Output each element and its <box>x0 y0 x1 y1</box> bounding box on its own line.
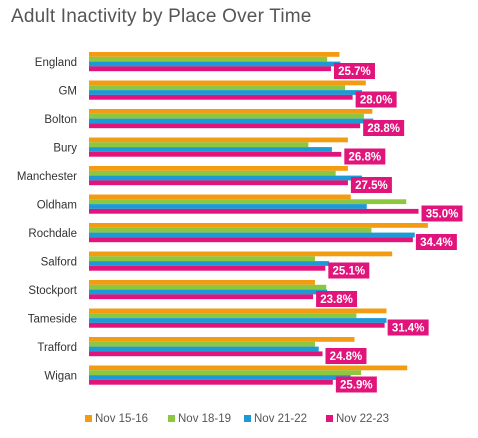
data-label-gm: 28.0% <box>360 95 393 107</box>
data-label-stockport: 23.8% <box>320 294 353 306</box>
legend-label-nov-18-19: Nov 18-19 <box>178 413 231 425</box>
bar-salford-nov-18-19 <box>89 256 315 262</box>
legend: Nov 15-16 Nov 18-19 Nov 21-22 Nov 22-23 <box>85 413 389 425</box>
data-label-england: 25.7% <box>338 66 371 78</box>
data-label-box-salford <box>328 262 370 279</box>
data-label-wigan: 25.9% <box>340 380 373 392</box>
bar-bury-nov-18-19 <box>89 142 309 148</box>
category-label-england: England <box>35 57 77 69</box>
bar-tameside-nov-18-19 <box>89 313 357 319</box>
data-label-trafford: 24.8% <box>330 351 363 363</box>
bar-gm-nov-15-16 <box>89 80 366 86</box>
data-labels: 25.7% 28.0% 28.8% 26.8% 27.5% 35.0% 34.4% 25.1%… <box>316 63 463 393</box>
legend-label-nov-22-23: Nov 22-23 <box>336 413 389 425</box>
bar-bolton-nov-15-16 <box>89 109 373 114</box>
data-label-box-bolton <box>363 120 405 136</box>
category-label-bolton: Bolton <box>44 114 77 126</box>
category-label-manchester: Manchester <box>17 171 77 183</box>
bar-rochdale-nov-18-19 <box>89 227 372 233</box>
bar-england-nov-22-23 <box>89 66 331 72</box>
category-labels: England GM Bolton Bury Manchester Oldham Rochd… <box>17 57 78 383</box>
data-label-box-oldham <box>421 205 463 222</box>
bar-salford-nov-21-22 <box>89 261 330 266</box>
category-label-rochdale: Rochdale <box>28 228 77 240</box>
bar-manchester-nov-22-23 <box>89 180 348 186</box>
bar-rochdale-nov-15-16 <box>89 223 428 228</box>
bar-oldham-nov-21-22 <box>89 204 367 209</box>
bar-oldham-nov-22-23 <box>89 208 419 214</box>
bar-trafford-nov-22-23 <box>89 351 323 357</box>
bar-stockport-nov-18-19 <box>89 284 327 290</box>
data-label-salford: 25.1% <box>333 266 366 278</box>
bar-wigan-nov-22-23 <box>89 379 333 385</box>
bar-bolton-nov-21-22 <box>89 118 374 124</box>
bar-bury-nov-21-22 <box>89 147 332 152</box>
bar-gm-nov-22-23 <box>89 94 353 100</box>
legend-label-nov-21-22: Nov 21-22 <box>254 413 307 425</box>
bar-bolton-nov-22-23 <box>89 123 361 129</box>
bar-england-nov-15-16 <box>89 52 340 57</box>
bar-gm-nov-21-22 <box>89 90 363 95</box>
bar-oldham-nov-18-19 <box>89 199 407 205</box>
bar-tameside-nov-22-23 <box>89 322 385 328</box>
bar-bury-nov-22-23 <box>89 151 342 157</box>
legend-swatch-nov-22-23 <box>326 415 333 422</box>
category-label-gm: GM <box>58 86 77 98</box>
legend-swatch-nov-15-16 <box>85 415 92 422</box>
data-label-box-wigan <box>335 376 377 393</box>
bar-trafford-nov-21-22 <box>89 346 319 352</box>
bars-group <box>89 52 428 385</box>
bar-salford-nov-15-16 <box>89 251 393 257</box>
bar-stockport-nov-21-22 <box>89 289 328 295</box>
data-label-tameside: 31.4% <box>392 323 425 335</box>
category-label-oldham: Oldham <box>37 200 77 212</box>
bar-stockport-nov-22-23 <box>89 294 314 300</box>
data-label-oldham: 35.0% <box>426 209 459 221</box>
data-label-bury: 26.8% <box>349 152 382 164</box>
chart-title: Adult Inactivity by Place Over Time <box>11 6 312 27</box>
category-label-wigan: Wigan <box>44 371 77 383</box>
data-label-box-tameside <box>387 319 429 336</box>
legend-swatch-nov-21-22 <box>244 415 251 422</box>
bar-oldham-nov-15-16 <box>89 194 351 200</box>
legend-swatch-nov-18-19 <box>168 415 175 422</box>
bar-wigan-nov-21-22 <box>89 375 351 380</box>
bar-manchester-nov-15-16 <box>89 166 348 171</box>
data-label-rochdale: 34.4% <box>420 237 453 249</box>
data-label-box-manchester <box>350 177 392 193</box>
bar-tameside-nov-21-22 <box>89 318 387 323</box>
bar-rochdale-nov-22-23 <box>89 237 413 243</box>
data-label-box-stockport <box>316 291 358 307</box>
category-label-bury: Bury <box>53 143 77 155</box>
data-label-box-england <box>333 63 375 79</box>
bar-stockport-nov-15-16 <box>89 280 315 285</box>
bar-wigan-nov-15-16 <box>89 365 408 371</box>
bar-england-nov-21-22 <box>89 61 341 67</box>
bar-manchester-nov-18-19 <box>89 170 336 176</box>
bar-wigan-nov-18-19 <box>89 370 362 376</box>
legend-label-nov-15-16: Nov 15-16 <box>95 413 148 425</box>
bar-rochdale-nov-21-22 <box>89 232 415 238</box>
category-label-trafford: Trafford <box>37 342 77 354</box>
data-label-box-gm <box>355 91 397 108</box>
bar-trafford-nov-15-16 <box>89 337 355 342</box>
category-label-tameside: Tameside <box>28 314 77 326</box>
data-label-box-rochdale <box>415 234 457 250</box>
bar-salford-nov-22-23 <box>89 265 326 271</box>
category-label-stockport: Stockport <box>28 285 77 297</box>
data-label-manchester: 27.5% <box>355 180 388 192</box>
bar-trafford-nov-18-19 <box>89 341 315 347</box>
bar-manchester-nov-21-22 <box>89 175 363 181</box>
data-label-bolton: 28.8% <box>367 123 400 135</box>
data-label-box-bury <box>344 148 386 165</box>
category-label-salford: Salford <box>41 257 77 269</box>
bar-england-nov-18-19 <box>89 56 328 62</box>
bar-gm-nov-18-19 <box>89 85 346 91</box>
data-label-box-trafford <box>325 348 367 364</box>
bar-bury-nov-15-16 <box>89 137 348 143</box>
bar-tameside-nov-15-16 <box>89 308 387 314</box>
bar-bolton-nov-18-19 <box>89 113 364 119</box>
